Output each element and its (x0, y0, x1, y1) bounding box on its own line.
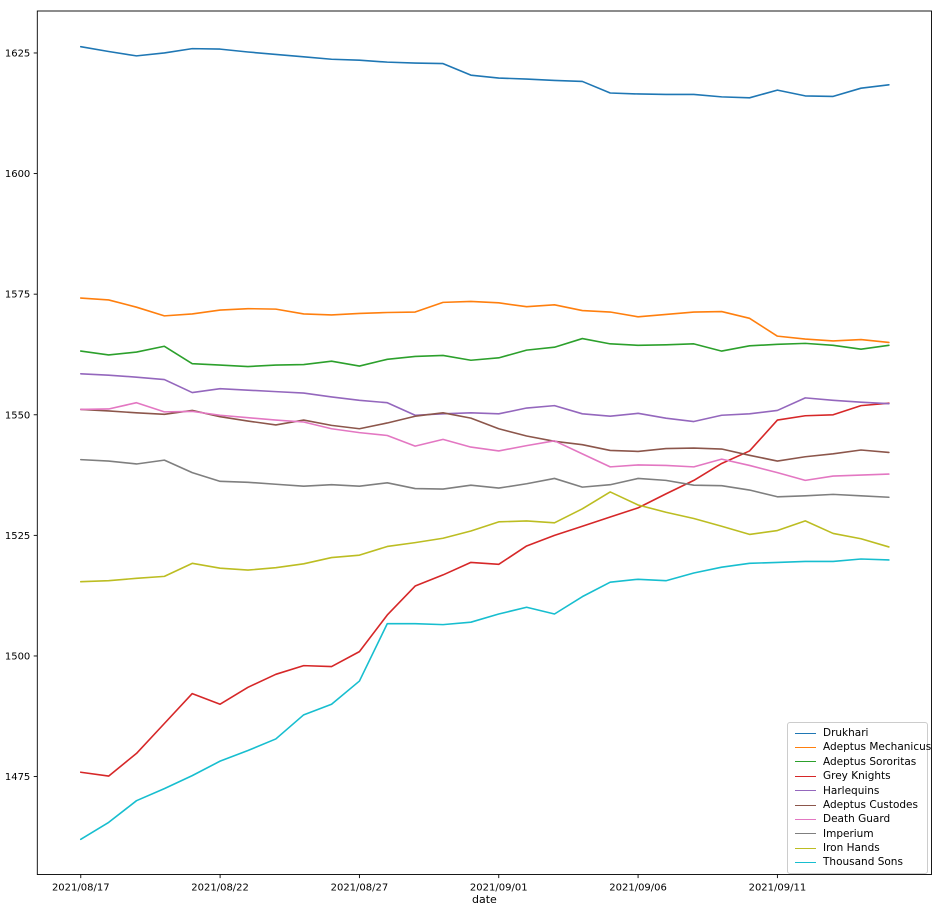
y-tick-label: 1575 (5, 290, 30, 301)
x-axis-label: date (472, 893, 497, 906)
legend-item: Adeptus Mechanicus (795, 741, 931, 755)
legend-line-drukhari (795, 732, 816, 734)
legend-label: Adeptus Mechanicus (823, 741, 932, 754)
legend-item: Grey Knights (795, 769, 921, 783)
x-tick-label: 2021/09/11 (749, 883, 807, 894)
legend-item: Adeptus Custodes (795, 798, 921, 812)
x-tick-label: 2021/08/27 (331, 883, 389, 894)
legend-label: Harlequins (823, 784, 880, 797)
legend-item: Adeptus Sororitas (795, 755, 921, 769)
series-line-adeptus-mechanicus (79, 297, 890, 344)
legend-line-thousand-sons (795, 862, 816, 864)
legend-label: Drukhari (823, 726, 869, 739)
x-tick-label: 2021/09/01 (470, 883, 528, 894)
y-tick-label: 1550 (5, 410, 30, 421)
x-tick-label: 2021/08/17 (52, 883, 110, 894)
legend-item: Death Guard (795, 813, 921, 827)
legend-item: Harlequins (795, 784, 921, 798)
legend-line-adeptus-custodes (795, 804, 816, 806)
series-line-drukhari (79, 45, 890, 99)
x-tick-label: 2021/09/06 (609, 883, 667, 894)
legend-label: Adeptus Sororitas (823, 755, 917, 768)
y-tick-label: 1475 (5, 772, 30, 783)
legend-line-adeptus-sororitas (795, 761, 816, 763)
legend-line-death-guard (795, 819, 816, 821)
legend: Drukhari Adeptus Mechanicus Adeptus Sorori… (787, 722, 931, 874)
y-tick-label: 1525 (5, 531, 30, 542)
series-line-adeptus-custodes (79, 408, 890, 462)
legend-label: Iron Hands (823, 842, 880, 855)
legend-line-harlequins (795, 790, 816, 792)
plot-area: 1475 1500 1525 1550 1575 1600 1625 2021/08/17 20… (5, 10, 932, 894)
legend-label: Grey Knights (823, 770, 891, 783)
series-line-thousand-sons (79, 558, 890, 841)
series-line-harlequins (79, 372, 890, 423)
legend-label: Adeptus Custodes (823, 798, 918, 811)
legend-label: Imperium (823, 827, 874, 840)
y-tick-label: 1500 (5, 651, 30, 662)
series-line-adeptus-sororitas (79, 337, 890, 368)
series-line-grey-knights (79, 402, 890, 777)
legend-label: Thousand Sons (823, 856, 903, 869)
legend-item: Iron Hands (795, 841, 921, 855)
legend-item: Imperium (795, 827, 921, 841)
legend-label: Death Guard (823, 813, 891, 826)
series-line-iron-hands (79, 491, 890, 583)
legend-line-iron-hands (795, 847, 816, 849)
legend-item: Thousand Sons (795, 856, 921, 870)
series-line-imperium (79, 458, 890, 499)
series-line-death-guard (79, 401, 890, 482)
y-tick-label: 1625 (5, 48, 30, 59)
x-tick-label: 2021/08/22 (191, 883, 249, 894)
legend-line-imperium (795, 833, 816, 835)
axes-frame (36, 10, 932, 875)
y-tick-label: 1600 (5, 169, 30, 180)
legend-line-grey-knights (795, 775, 816, 777)
legend-item: Drukhari (795, 726, 921, 740)
legend-line-adeptus-mechanicus (795, 747, 816, 749)
